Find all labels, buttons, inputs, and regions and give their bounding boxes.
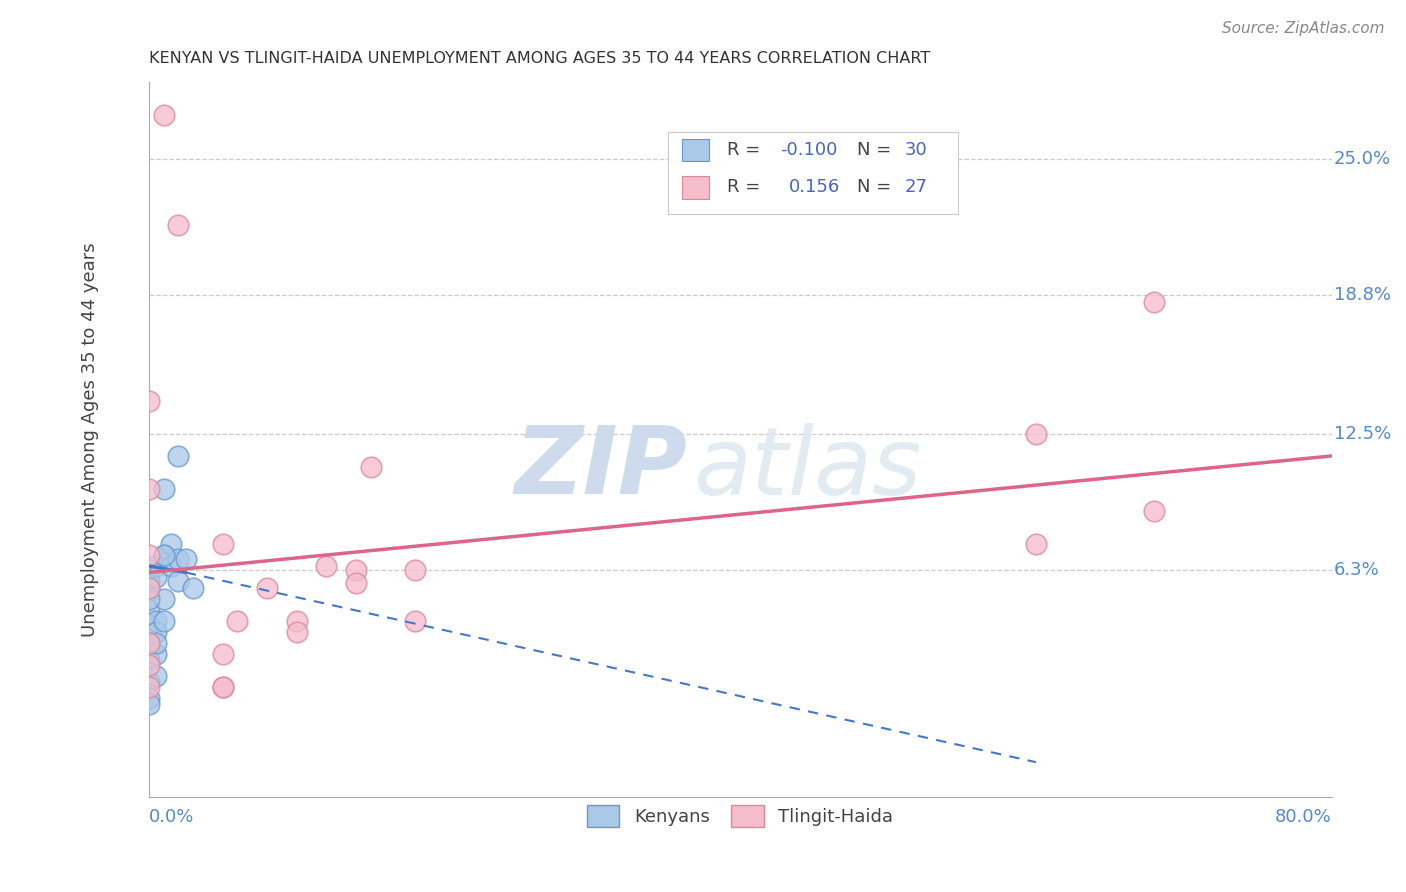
Point xyxy=(138,394,160,409)
FancyBboxPatch shape xyxy=(682,138,709,161)
Text: 12.5%: 12.5% xyxy=(1334,425,1391,443)
Point xyxy=(152,108,174,122)
Point xyxy=(145,624,167,639)
Text: 0.156: 0.156 xyxy=(789,178,839,196)
Point xyxy=(152,548,174,562)
Point xyxy=(360,459,382,474)
Point xyxy=(256,581,278,595)
Text: 30: 30 xyxy=(904,141,928,159)
Point xyxy=(138,581,160,595)
FancyBboxPatch shape xyxy=(668,132,957,214)
Point xyxy=(404,563,426,577)
Point xyxy=(1025,426,1047,441)
FancyBboxPatch shape xyxy=(682,176,709,199)
Point xyxy=(145,570,167,584)
Text: ZIP: ZIP xyxy=(515,422,688,514)
Text: R =: R = xyxy=(727,178,772,196)
Point xyxy=(211,680,233,694)
Point xyxy=(145,647,167,661)
Point xyxy=(138,636,160,650)
Text: 80.0%: 80.0% xyxy=(1275,808,1331,826)
Point xyxy=(138,574,160,589)
Point xyxy=(181,581,204,595)
Point xyxy=(138,548,160,562)
Point xyxy=(167,574,190,589)
Point xyxy=(138,591,160,606)
Text: -0.100: -0.100 xyxy=(780,141,838,159)
Text: KENYAN VS TLINGIT-HAIDA UNEMPLOYMENT AMONG AGES 35 TO 44 YEARS CORRELATION CHART: KENYAN VS TLINGIT-HAIDA UNEMPLOYMENT AMO… xyxy=(149,51,929,66)
Point xyxy=(138,603,160,617)
Point xyxy=(152,482,174,496)
Text: N =: N = xyxy=(858,141,897,159)
Text: 25.0%: 25.0% xyxy=(1334,150,1391,168)
Text: N =: N = xyxy=(858,178,897,196)
Point xyxy=(1025,537,1047,551)
Point xyxy=(211,647,233,661)
Point xyxy=(138,618,160,632)
Point xyxy=(145,636,167,650)
Text: 6.3%: 6.3% xyxy=(1334,561,1379,579)
Point xyxy=(226,614,249,628)
Point xyxy=(138,636,160,650)
Point xyxy=(138,482,160,496)
Point xyxy=(167,552,190,566)
Point xyxy=(344,563,367,577)
Point xyxy=(145,669,167,683)
Point xyxy=(174,552,197,566)
Point xyxy=(160,558,183,573)
Point xyxy=(138,563,160,577)
Text: 27: 27 xyxy=(904,178,928,196)
Point xyxy=(344,576,367,591)
Point xyxy=(167,218,190,232)
Point xyxy=(285,624,308,639)
Point xyxy=(138,698,160,712)
Point xyxy=(138,690,160,705)
Point xyxy=(152,591,174,606)
Point xyxy=(211,680,233,694)
Point xyxy=(138,581,160,595)
Text: atlas: atlas xyxy=(693,423,921,514)
Text: 18.8%: 18.8% xyxy=(1334,286,1391,304)
Point xyxy=(152,614,174,628)
Point xyxy=(138,675,160,690)
Text: Source: ZipAtlas.com: Source: ZipAtlas.com xyxy=(1222,21,1385,36)
Text: R =: R = xyxy=(727,141,766,159)
Text: Unemployment Among Ages 35 to 44 years: Unemployment Among Ages 35 to 44 years xyxy=(80,242,98,637)
Point xyxy=(138,680,160,694)
Point xyxy=(1143,295,1166,310)
Legend: Kenyans, Tlingit-Haida: Kenyans, Tlingit-Haida xyxy=(579,797,901,834)
Point xyxy=(152,548,174,562)
Point xyxy=(1143,504,1166,518)
Point xyxy=(211,537,233,551)
Point xyxy=(145,558,167,573)
Text: 0.0%: 0.0% xyxy=(149,808,194,826)
Point xyxy=(167,449,190,463)
Point xyxy=(145,614,167,628)
Point xyxy=(160,537,183,551)
Point xyxy=(285,614,308,628)
Point xyxy=(138,653,160,667)
Point xyxy=(138,657,160,672)
Point xyxy=(404,614,426,628)
Point xyxy=(315,558,337,573)
